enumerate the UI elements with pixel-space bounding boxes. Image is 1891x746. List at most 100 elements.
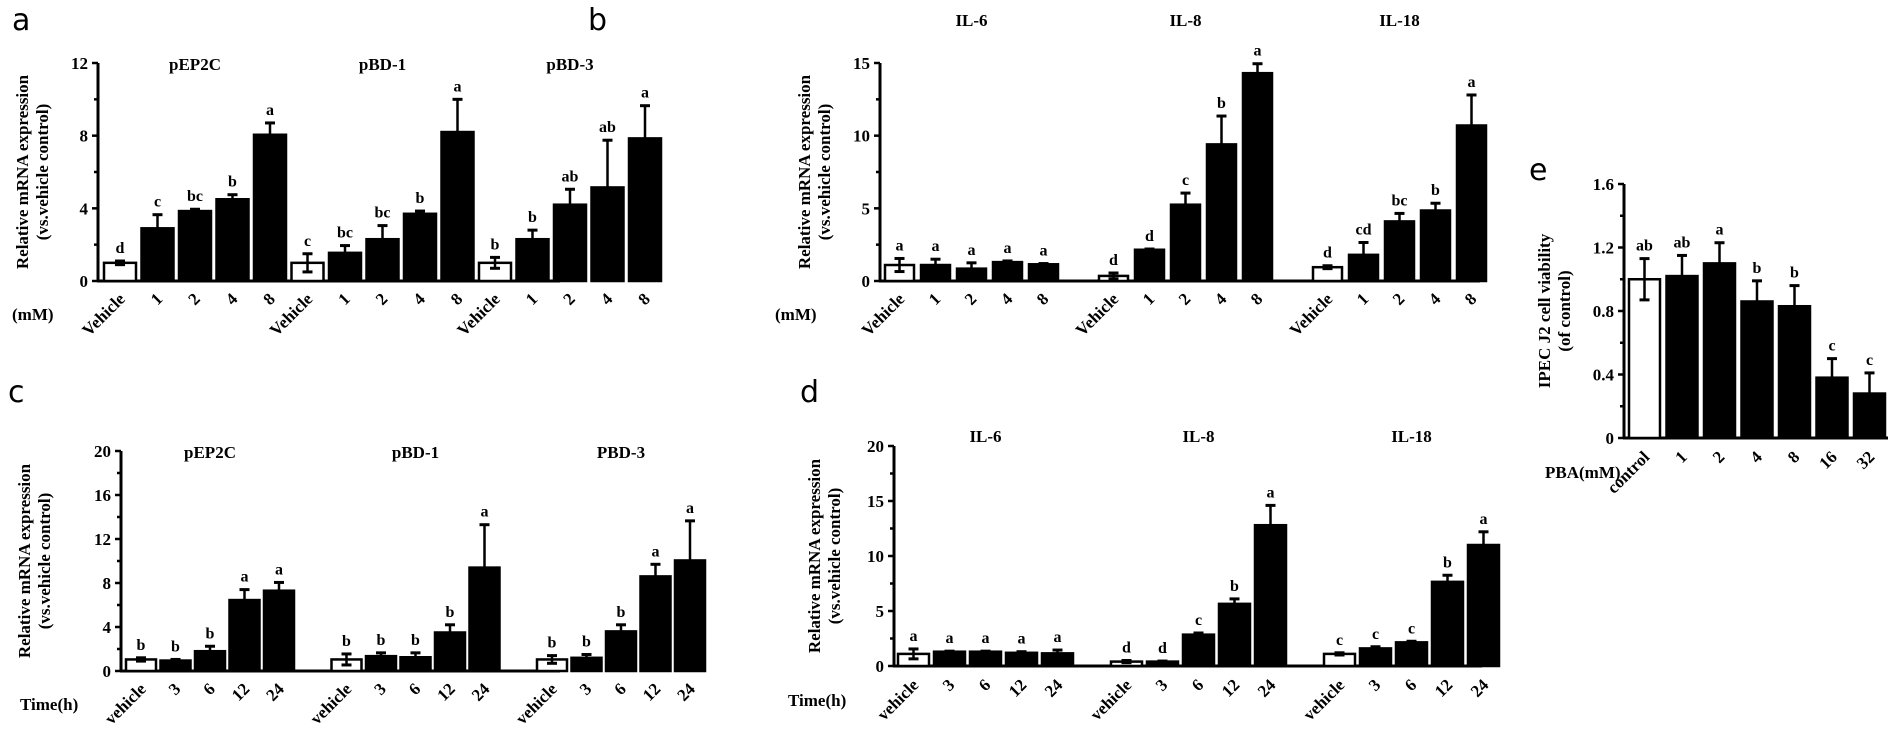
significance-label: a [1267,484,1275,501]
group-pep2c: d Vehicle c 1 bc 2 b 4 a 8 pEP2C [78,55,288,340]
panel-letter: d [800,375,819,410]
significance-label: ab [599,119,616,136]
x-tick-label: 2 [372,289,391,308]
y-axis-label-line: Relative mRNA expression [13,74,32,269]
bar [1777,304,1812,440]
significance-label: a [652,543,660,560]
bar [262,589,296,673]
y-axis-label-line: Relative mRNA expression [795,74,814,269]
y-tick-label: 10 [853,127,870,146]
x-tick-label: 3 [939,675,958,694]
y-axis-label-line: (vs.vehicle control) [815,104,834,241]
y-tick-label: 4 [80,199,89,218]
x-tick-label: 12 [639,679,664,704]
y-tick-label: 1.6 [1593,175,1614,194]
x-tick-label: 8 [1784,447,1803,466]
y-tick-label: 0 [103,662,112,681]
significance-label: b [582,634,591,651]
bar [604,630,638,673]
y-tick-label: 15 [853,54,870,73]
y-axis-label-line: (vs.vehicle control) [35,493,54,630]
y-tick-label: 0.4 [1593,366,1615,385]
significance-label: c [1195,612,1202,629]
x-tick-label: 32 [1853,447,1878,472]
significance-label: a [1254,43,1262,60]
panel-letter: c [8,375,25,410]
bar [1430,580,1465,668]
x-tick-label: 1 [147,289,166,308]
group-title: IL-6 [955,11,987,30]
x-tick-label: 24 [673,679,699,705]
x-tick-label: 4 [1211,289,1231,309]
significance-label: a [910,628,918,645]
y-axis-label: IPEC J2 cell viability(of control) [1535,233,1574,388]
significance-label: c [1828,338,1835,355]
bar [193,649,227,673]
significance-label: b [137,637,146,654]
bar [1419,209,1452,283]
y-axis-label-line: Relative mRNA expression [805,458,824,653]
group-title: IL-8 [1182,427,1214,446]
x-unit-label: (mM) [12,305,54,324]
bar [1040,652,1075,668]
bar [252,133,288,283]
bar [627,137,663,283]
bar [365,237,400,283]
bar-control [1627,278,1662,440]
bar [1217,602,1252,668]
x-tick-label: Vehicle [78,289,129,340]
group-il-8: d vehicle d 3 c 6 b 12 a 24 IL-8 [1087,427,1288,724]
group-title: pBD-3 [546,55,593,74]
x-tick-label: 1 [1671,447,1690,466]
x-tick-label: 4 [1425,289,1445,309]
significance-label: a [946,630,954,647]
bar [402,212,438,283]
x-tick-label: 24 [1254,675,1280,701]
x-tick-label: 1 [334,289,353,308]
group-title: PBD-3 [597,443,645,462]
significance-label: a [982,630,990,647]
x-tick-label: 3 [1152,675,1171,694]
x-tick-label: vehicle [101,679,150,728]
group-pbd-3: b vehicle b 3 b 6 a 12 a 24 PBD-3 [512,443,707,728]
bar [1205,143,1238,283]
significance-label: b [1753,260,1762,277]
significance-label: c [1408,620,1415,637]
significance-label: b [548,635,557,652]
significance-label: bc [187,188,203,205]
x-tick-label: 12 [1431,675,1456,700]
y-tick-label: 12 [94,530,111,549]
x-tick-label: vehicle [1087,675,1136,724]
significance-label: c [1336,632,1343,649]
bar [991,260,1024,283]
bar [639,575,672,673]
group-title: pEP2C [169,55,221,74]
group-title: pEP2C [184,443,236,462]
x-tick-label: 24 [262,679,288,705]
significance-label: ab [562,168,579,185]
bar [1181,633,1216,668]
x-tick-label: 4 [222,289,242,309]
significance-label: c [1182,172,1189,189]
significance-label: a [686,500,694,517]
panel-letter: a [12,3,30,38]
bar [1394,641,1429,668]
x-tick-label: 2 [1709,447,1728,466]
x-tick-label: 6 [975,675,994,694]
bar [955,267,988,283]
bar [1383,220,1416,283]
y-tick-label: 16 [94,486,111,505]
significance-label: d [116,240,125,257]
x-tick-label: 8 [1033,289,1052,308]
significance-label: b [228,174,237,191]
panel-b: b 0 5 10 15 Relative mRNA expression(vs.vehic… [588,3,1488,340]
x-tick-label: 6 [610,679,629,698]
x-tick-label: 12 [228,679,253,704]
y-axis-label-line: IPEC J2 cell viability [1535,233,1554,388]
y-tick-label: 5 [876,602,885,621]
x-tick-label: vehicle [512,679,561,728]
significance-label: b [411,632,420,649]
group-title: IL-18 [1391,427,1432,446]
